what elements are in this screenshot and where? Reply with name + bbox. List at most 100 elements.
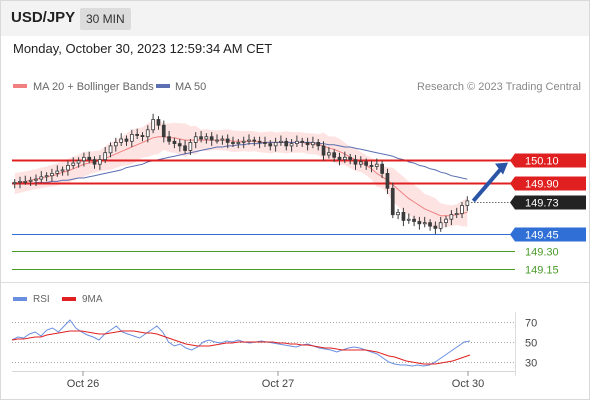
rsi-panel: 70 50 30: [11, 318, 537, 370]
level-label-149-15: 149.15: [525, 265, 559, 277]
candle-body: [183, 145, 187, 151]
candle-body: [108, 145, 113, 154]
time-tick-label: Oct 27: [262, 378, 294, 390]
candle-body: [18, 180, 22, 183]
rsi-ma-legend-label: 9MA: [82, 294, 103, 305]
panel-separators: [0, 282, 590, 376]
candle-body: [268, 143, 273, 147]
candle-body: [167, 136, 171, 142]
candle-body: [12, 182, 17, 185]
level-label-149-73: 149.73: [525, 198, 559, 210]
candle-body: [114, 141, 118, 147]
candle-body: [428, 222, 432, 227]
candle-body: [231, 141, 235, 144]
candle-body: [76, 160, 81, 164]
forecast-arrow-head: [495, 162, 508, 175]
candle-body: [92, 159, 97, 165]
price-levels: [12, 159, 515, 270]
candle-body: [220, 138, 225, 141]
candle-body: [82, 156, 86, 162]
candle-body: [257, 140, 262, 143]
level-tag-149-73: [510, 195, 586, 210]
rsi-tick-30: 30: [525, 358, 537, 370]
bollinger-band-area: [14, 119, 468, 229]
candle-body: [140, 135, 145, 138]
candle-body: [252, 139, 257, 142]
main-legend: MA 20 + Bollinger Bands MA 50 Research ©…: [13, 81, 581, 93]
candle-body: [50, 172, 54, 177]
ma50-legend-label: MA 50: [175, 81, 206, 93]
candle-body: [23, 180, 28, 183]
rsi-line: [11, 319, 471, 367]
interval-badge[interactable]: 30 MIN: [80, 8, 131, 30]
candle-body: [241, 140, 246, 143]
rsi-ma-legend-swatch: [62, 297, 76, 301]
bollinger-band: [14, 119, 468, 229]
candle-body: [332, 152, 337, 158]
candle-body: [433, 225, 438, 229]
candle-body: [44, 175, 49, 178]
candle-body: [284, 140, 289, 147]
candle-body: [401, 211, 406, 221]
candle-body: [273, 141, 278, 147]
candle-body: [39, 176, 44, 180]
candle-body: [380, 163, 385, 174]
candle-body: [358, 161, 363, 165]
candle-body: [337, 156, 342, 161]
candle-body: [119, 138, 123, 143]
level-label-149-45: 149.45: [525, 230, 559, 242]
candle-body: [193, 136, 198, 143]
candle-body: [55, 170, 60, 174]
candle-body: [396, 211, 400, 216]
candle-body: [390, 187, 395, 216]
candle-body: [321, 145, 326, 156]
candle-body: [98, 159, 102, 165]
candle-body: [348, 156, 353, 161]
candle-body: [422, 222, 427, 225]
candle-body: [225, 138, 230, 143]
candle-body: [460, 205, 464, 214]
rsi-tick-50: 50: [525, 338, 537, 350]
rsi-legend-swatch: [13, 297, 27, 301]
candle-body: [454, 213, 459, 216]
candle-body: [342, 156, 347, 161]
level-tag-149-90: [510, 176, 586, 191]
level-tag-149-45: [510, 227, 586, 242]
candle-body: [199, 136, 203, 140]
forecast-arrow: [471, 162, 508, 203]
candle-body: [215, 139, 219, 142]
level-tag-150-10: [510, 153, 586, 168]
level-label-149-30: 149.30: [525, 247, 559, 259]
candle-body: [295, 140, 299, 145]
candle-body: [369, 164, 374, 167]
rsi-ma-line: [11, 330, 471, 365]
candles: [12, 113, 470, 235]
candle-body: [145, 129, 150, 138]
candle-body: [177, 143, 182, 147]
candle-body: [412, 218, 416, 222]
candle-body: [236, 141, 241, 144]
price-level-labels: 150.10 149.90 149.73 149.45 149.30 149.15: [510, 153, 586, 277]
candle-body: [279, 140, 283, 143]
level-label-150-10: 150.10: [525, 156, 559, 168]
candle-body: [188, 141, 193, 151]
candle-body: [385, 172, 390, 189]
time-axis: Oct 26 Oct 27 Oct 30: [67, 371, 484, 390]
candle-body: [353, 159, 358, 165]
candle-body: [124, 138, 129, 142]
ma50-line: [14, 141, 468, 185]
candle-body: [129, 133, 134, 142]
research-credit: Research © 2023 Trading Central: [417, 81, 581, 93]
candle-body: [60, 169, 65, 172]
ma20-legend-swatch: [13, 84, 27, 88]
candle-body: [87, 156, 92, 161]
candle-body: [66, 164, 70, 171]
candle-body: [263, 141, 267, 144]
rsi-legend-label: RSI: [33, 294, 50, 305]
candle-body: [161, 124, 166, 138]
candle-body: [444, 218, 448, 223]
candle-body: [247, 139, 251, 142]
candle-body: [156, 119, 161, 126]
ma20-legend-label: MA 20 + Bollinger Bands: [33, 81, 154, 93]
